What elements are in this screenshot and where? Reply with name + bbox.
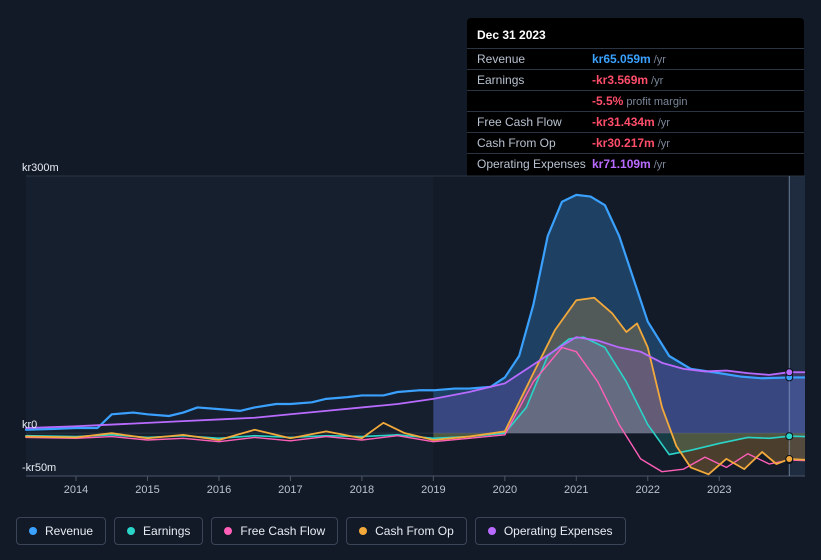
tooltip-card: Dec 31 2023 Revenuekr65.059m/yrEarnings-… <box>467 18 804 180</box>
x-axis-label: 2015 <box>135 484 159 496</box>
tooltip-row-label: Earnings <box>477 73 592 87</box>
tooltip-row-value: -5.5% <box>592 94 623 108</box>
legend-item-label: Earnings <box>143 524 190 538</box>
x-axis-label: 2018 <box>350 484 374 496</box>
chart-area: kr300m kr0 -kr50m 2014 2015 2016 2017 2018 2019… <box>16 158 805 498</box>
tooltip-row-value: -kr30.217m <box>592 136 655 150</box>
x-axis-label: 2019 <box>421 484 445 496</box>
tooltip-row-value: -kr3.569m <box>592 73 648 87</box>
y-axis-label: kr300m <box>22 162 59 174</box>
tooltip-row-unit: profit margin <box>626 96 687 108</box>
x-axis-label: 2021 <box>564 484 588 496</box>
legend-dot-icon <box>359 527 367 535</box>
legend-item-label: Cash From Op <box>375 524 454 538</box>
y-axis-label: kr0 <box>22 419 37 431</box>
legend-item-label: Operating Expenses <box>504 524 613 538</box>
legend-dot-icon <box>488 527 496 535</box>
tooltip-row-value: kr65.059m <box>592 52 651 66</box>
legend-item-label: Free Cash Flow <box>240 524 325 538</box>
x-axis-label: 2014 <box>64 484 88 496</box>
tooltip-row: -5.5%profit margin <box>467 91 804 112</box>
tooltip-row-label: Free Cash Flow <box>477 115 592 129</box>
tooltip-row-unit: /yr <box>658 138 670 150</box>
legend-item-operating-expenses[interactable]: Operating Expenses <box>475 517 626 545</box>
legend-dot-icon <box>29 527 37 535</box>
x-axis-label: 2016 <box>207 484 231 496</box>
tooltip-row-unit: /yr <box>654 54 666 66</box>
legend-item-earnings[interactable]: Earnings <box>114 517 203 545</box>
tooltip-row-value: -kr31.434m <box>592 115 655 129</box>
legend-item-revenue[interactable]: Revenue <box>16 517 106 545</box>
x-axis-label: 2023 <box>707 484 731 496</box>
tooltip-row: Earnings-kr3.569m/yr <box>467 70 804 91</box>
tooltip-row: Cash From Op-kr30.217m/yr <box>467 133 804 154</box>
legend-dot-icon <box>224 527 232 535</box>
legend-dot-icon <box>127 527 135 535</box>
x-axis-label: 2017 <box>278 484 302 496</box>
legend-item-cash-from-op[interactable]: Cash From Op <box>346 517 467 545</box>
tooltip-row-label: Revenue <box>477 52 592 66</box>
tooltip-row-unit: /yr <box>658 117 670 129</box>
legend-item-free-cash-flow[interactable]: Free Cash Flow <box>211 517 338 545</box>
tooltip-date: Dec 31 2023 <box>467 24 804 49</box>
x-axis-label: 2020 <box>493 484 517 496</box>
tooltip-row: Revenuekr65.059m/yr <box>467 49 804 70</box>
y-axis-label: -kr50m <box>22 462 56 474</box>
x-axis-label: 2022 <box>636 484 660 496</box>
chart-legend: Revenue Earnings Free Cash Flow Cash From O… <box>16 517 626 545</box>
legend-item-label: Revenue <box>45 524 93 538</box>
tooltip-row-unit: /yr <box>651 75 663 87</box>
tooltip-row-label: Cash From Op <box>477 136 592 150</box>
tooltip-row: Free Cash Flow-kr31.434m/yr <box>467 112 804 133</box>
financials-chart <box>16 158 805 500</box>
